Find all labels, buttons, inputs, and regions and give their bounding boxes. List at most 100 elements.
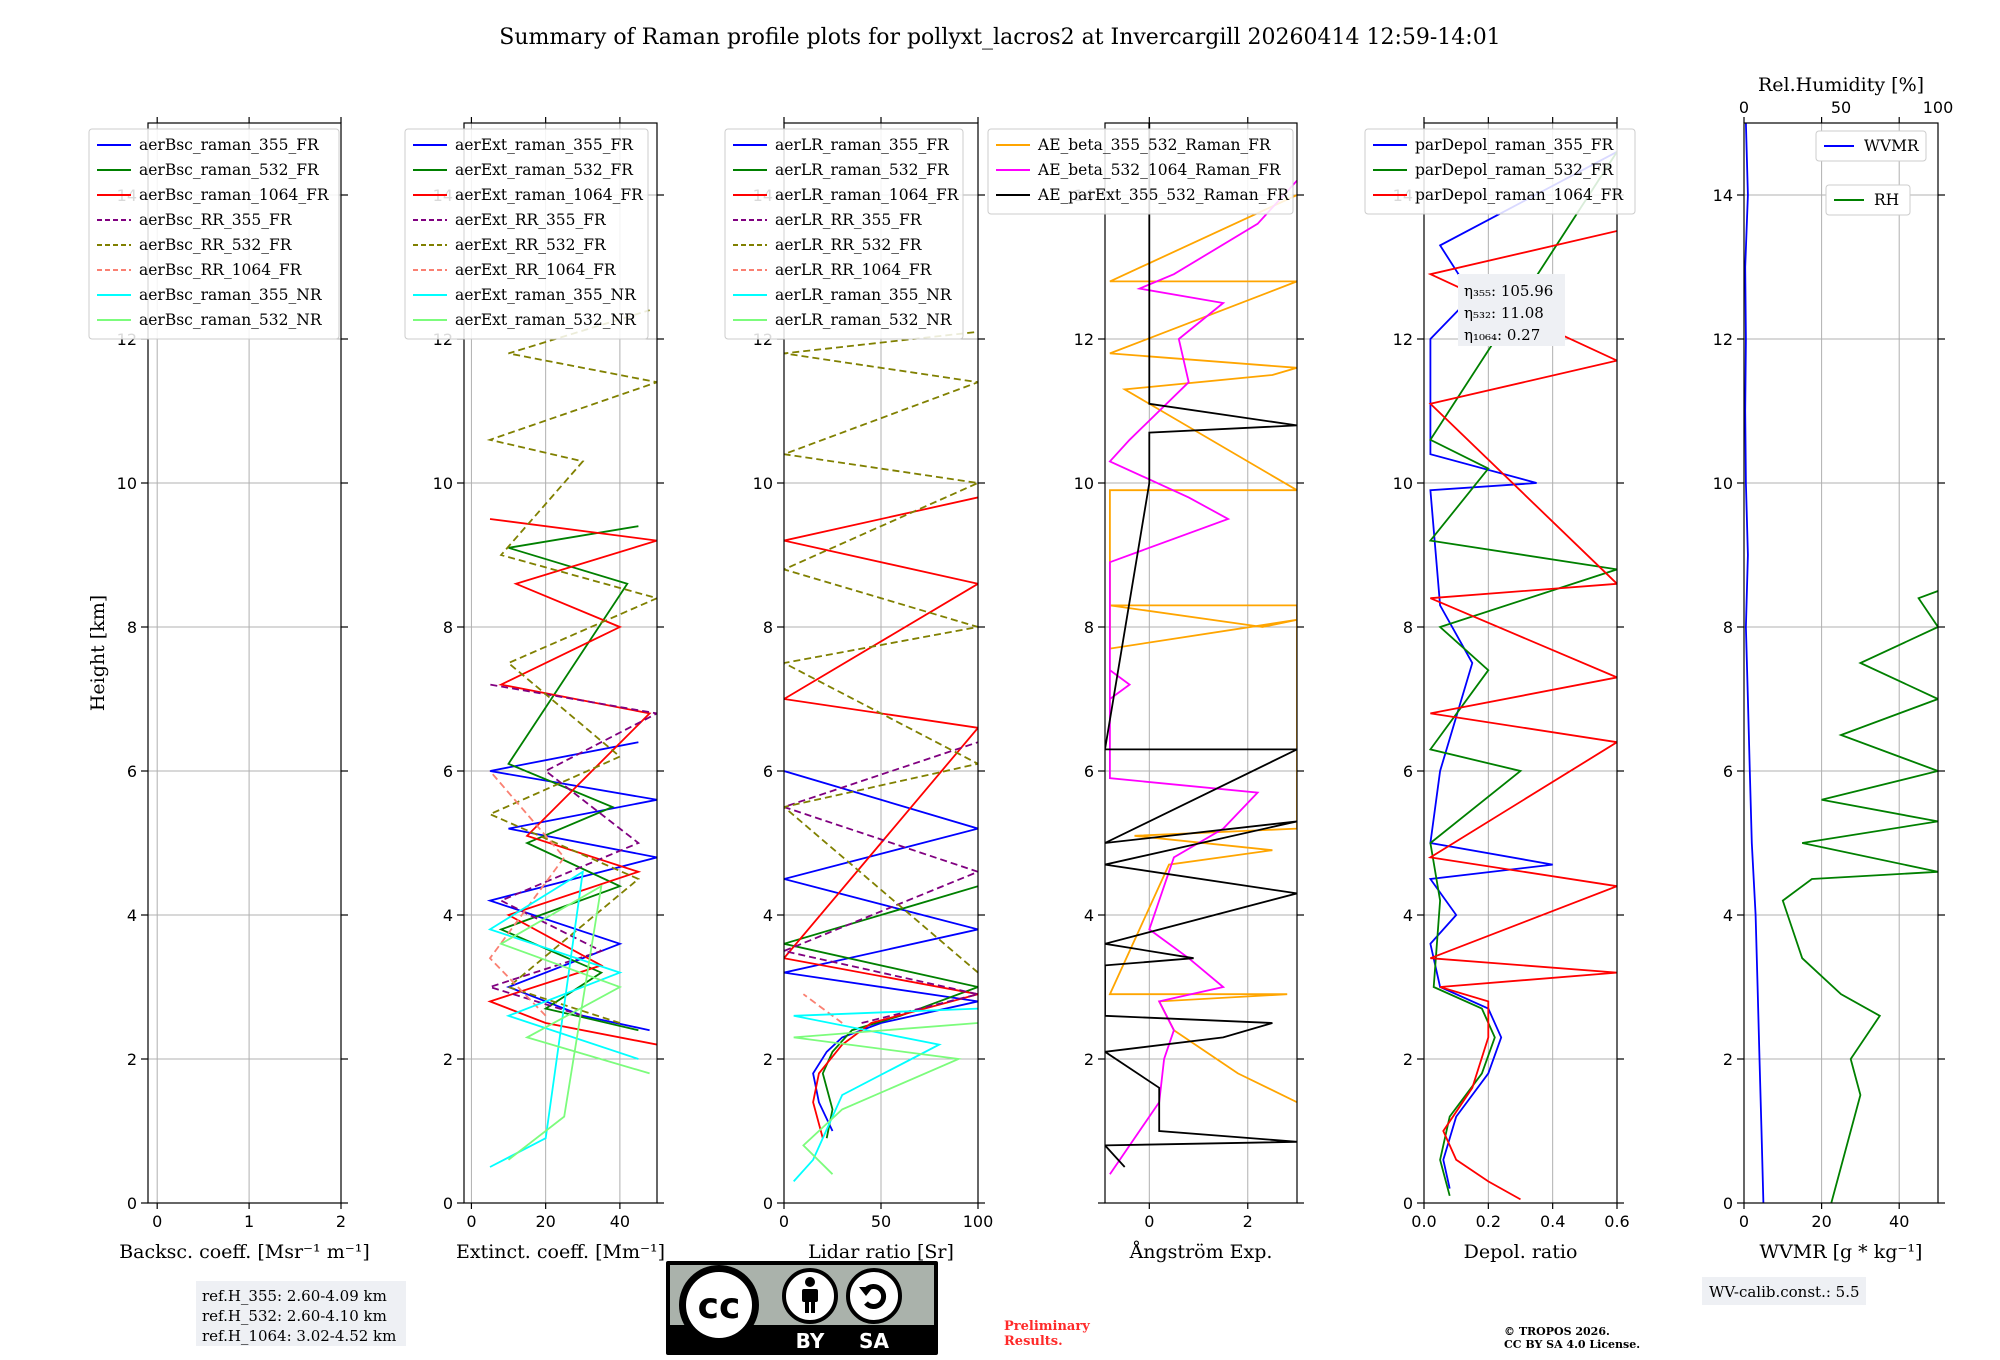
axes-frame — [463, 122, 658, 1204]
y-tick-label: 8 — [1084, 618, 1094, 637]
wv-calib-text: WV-calib.const.: 5.5 — [1709, 1283, 1860, 1301]
series-line-aerLR_raman_532_FR — [784, 885, 978, 1139]
series-line-aerLR_RR_1064_FR — [802, 993, 843, 1024]
panel-depol: 0.00.20.40.602468101214Depol. ratioparDe… — [1364, 117, 1636, 1263]
y-axis-label: Height [km] — [87, 595, 109, 711]
x-tick-label: 100 — [963, 1212, 994, 1231]
legend-label-aerExt_raman_532_FR: aerExt_raman_532_FR — [455, 161, 634, 179]
legend-label-AE_parExt_355_532_Raman_FR: AE_parExt_355_532_Raman_FR — [1037, 186, 1290, 204]
series-group — [1427, 151, 1617, 1201]
copyright-note: © TROPOS 2026. CC BY SA 4.0 License. — [1504, 1325, 1640, 1351]
series-line-aerLR_RR_355_FR — [784, 741, 978, 1024]
y-tick-label: 4 — [1723, 906, 1733, 925]
badge-by-label: BY — [796, 1329, 825, 1353]
y-tick-label: 6 — [127, 762, 137, 781]
legend: AE_beta_355_532_Raman_FR AE_beta_532_1064… — [987, 128, 1294, 215]
ref-height-1064: ref.H_1064: 3.02-4.52 km — [202, 1327, 396, 1345]
legend-label-aerLR_RR_1064_FR: aerLR_RR_1064_FR — [775, 261, 933, 279]
y-tick-label: 10 — [1713, 474, 1733, 493]
y-tick-label: 4 — [443, 906, 453, 925]
y-tick-label: 10 — [753, 474, 773, 493]
legend-label-aerBsc_RR_532_FR: aerBsc_RR_532_FR — [139, 236, 293, 254]
legend-box — [1825, 184, 1911, 216]
y-tick-label: 8 — [1723, 618, 1733, 637]
top-x-tick-label: 100 — [1923, 98, 1954, 117]
legend-label-aerLR_RR_355_FR: aerLR_RR_355_FR — [775, 211, 923, 229]
y-tick-label: 12 — [1393, 330, 1413, 349]
series-line-RH — [1781, 590, 1938, 1203]
x-tick-label: 0 — [466, 1212, 476, 1231]
x-axis-label: Lidar ratio [Sr] — [808, 1241, 954, 1263]
legend-label-aerLR_raman_532_NR: aerLR_raman_532_NR — [775, 311, 953, 329]
ref-height-532: ref.H_532: 2.60-4.10 km — [202, 1307, 387, 1325]
x-tick-label: 50 — [871, 1212, 891, 1231]
legend-box — [404, 128, 649, 340]
series-line-aerLR_RR_532_FR — [784, 330, 978, 974]
legend-box — [724, 128, 964, 340]
series-line-AE_beta_355_532_Raman_FR — [1108, 194, 1297, 1104]
series-line-aerExt_raman_1064_FR — [487, 518, 657, 1046]
legend-label-aerBsc_raman_355_NR: aerBsc_raman_355_NR — [139, 286, 323, 304]
x-tick-label: 0.4 — [1540, 1212, 1565, 1231]
y-tick-label: 4 — [127, 906, 137, 925]
y-tick-label: 0 — [1403, 1194, 1413, 1213]
series-line-parDepol_raman_1064_FR — [1427, 230, 1617, 1201]
y-tick-label: 14 — [1713, 186, 1733, 205]
x-axis-label: Ångström Exp. — [1129, 1241, 1273, 1263]
cc-logo-text: cc — [698, 1286, 741, 1327]
y-tick-label: 10 — [117, 474, 137, 493]
y-tick-label: 2 — [1084, 1050, 1094, 1069]
panel-ext: 0204002468101214Extinct. coeff. [Mm⁻¹]ae… — [404, 117, 665, 1263]
legend-label-parDepol_raman_355_FR: parDepol_raman_355_FR — [1415, 136, 1615, 154]
legend-label-AE_beta_355_532_Raman_FR: AE_beta_355_532_Raman_FR — [1037, 136, 1272, 154]
panels: 01202468101214Backsc. coeff. [Msr⁻¹ m⁻¹]… — [87, 74, 1953, 1263]
series-group — [1105, 123, 1297, 1175]
legend-label-aerExt_RR_532_FR: aerExt_RR_532_FR — [455, 236, 607, 254]
legend-label-aerExt_raman_532_NR: aerExt_raman_532_NR — [455, 311, 637, 329]
y-tick-label: 6 — [763, 762, 773, 781]
legend-label-aerLR_raman_1064_FR: aerLR_raman_1064_FR — [775, 186, 960, 204]
legend: aerExt_raman_355_FR aerExt_raman_532_FRae… — [404, 128, 649, 340]
legend: aerBsc_raman_355_FR aerBsc_raman_532_FRae… — [88, 128, 340, 340]
series-line-aerExt_raman_532_NR — [498, 884, 650, 1161]
legend-box — [987, 128, 1294, 215]
top-x-tick-label: 0 — [1739, 98, 1749, 117]
y-tick-label: 10 — [1393, 474, 1413, 493]
series-group — [1744, 123, 1938, 1203]
series-line-aerLR_raman_532_NR — [793, 1022, 978, 1175]
legend-label-aerBsc_raman_532_FR: aerBsc_raman_532_FR — [139, 161, 320, 179]
preliminary-line-1: Preliminary — [1004, 1319, 1090, 1334]
legend-label-aerExt_RR_1064_FR: aerExt_RR_1064_FR — [455, 261, 617, 279]
legend-label-AE_beta_532_1064_Raman_FR: AE_beta_532_1064_Raman_FR — [1037, 161, 1282, 179]
legend-box — [88, 128, 340, 340]
y-tick-label: 0 — [763, 1194, 773, 1213]
top-x-tick-label: 50 — [1831, 98, 1851, 117]
y-tick-label: 12 — [1074, 330, 1094, 349]
series-line-aerLR_raman_1064_FR — [784, 496, 978, 1139]
y-tick-label: 6 — [443, 762, 453, 781]
legend-label-aerLR_raman_355_FR: aerLR_raman_355_FR — [775, 136, 950, 154]
series-line-aerExt_RR_355_FR — [487, 683, 657, 1017]
legend-box — [1815, 130, 1927, 162]
x-tick-label: 0.0 — [1411, 1212, 1436, 1231]
y-tick-label: 2 — [127, 1050, 137, 1069]
y-tick-label: 0 — [443, 1194, 453, 1213]
legend-label-aerBsc_raman_532_NR: aerBsc_raman_532_NR — [139, 311, 323, 329]
eta-value: η₃₅₅: 105.96 — [1464, 282, 1553, 300]
legend-label-aerBsc_RR_1064_FR: aerBsc_RR_1064_FR — [139, 261, 303, 279]
x-tick-label: 40 — [610, 1212, 630, 1231]
y-tick-label: 8 — [1403, 618, 1413, 637]
legend-label-aerBsc_RR_355_FR: aerBsc_RR_355_FR — [139, 211, 293, 229]
y-tick-label: 12 — [1713, 330, 1733, 349]
x-tick-label: 0 — [1739, 1212, 1749, 1231]
copyright-line-2: CC BY SA 4.0 License. — [1504, 1338, 1640, 1351]
series-line-AE_beta_532_1064_Raman_FR — [1108, 179, 1297, 1175]
y-tick-label: 8 — [763, 618, 773, 637]
legend-label-aerLR_raman_532_FR: aerLR_raman_532_FR — [775, 161, 950, 179]
ref-height-355: ref.H_355: 2.60-4.09 km — [202, 1287, 387, 1305]
x-tick-label: 2 — [336, 1212, 346, 1231]
eta-value: η₁₀₆₄: 0.27 — [1464, 326, 1540, 344]
legend-label-aerBsc_raman_1064_FR: aerBsc_raman_1064_FR — [139, 186, 330, 204]
y-tick-label: 10 — [433, 474, 453, 493]
